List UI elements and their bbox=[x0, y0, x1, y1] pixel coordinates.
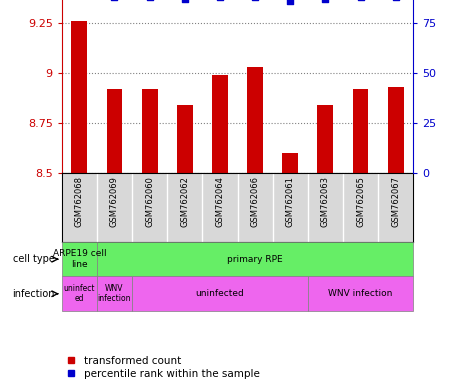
Point bbox=[322, 0, 329, 2]
Text: GSM762063: GSM762063 bbox=[321, 176, 330, 227]
Bar bbox=[212, 75, 228, 173]
Text: GSM762064: GSM762064 bbox=[216, 176, 224, 227]
Text: GSM762066: GSM762066 bbox=[251, 176, 259, 227]
Text: infection: infection bbox=[12, 289, 55, 299]
Bar bbox=[62, 242, 97, 276]
Bar bbox=[62, 276, 97, 311]
Bar bbox=[282, 153, 298, 173]
Text: uninfect
ed: uninfect ed bbox=[64, 284, 95, 303]
Text: GSM762061: GSM762061 bbox=[286, 176, 294, 227]
Point bbox=[181, 0, 189, 2]
Bar bbox=[106, 89, 123, 173]
Text: GSM762062: GSM762062 bbox=[180, 176, 189, 227]
Bar bbox=[317, 105, 333, 173]
Text: uninfected: uninfected bbox=[196, 289, 244, 298]
Bar bbox=[177, 105, 193, 173]
Bar bbox=[308, 276, 413, 311]
Text: GSM762060: GSM762060 bbox=[145, 176, 154, 227]
Bar bbox=[352, 89, 369, 173]
Bar bbox=[97, 276, 132, 311]
Text: primary RPE: primary RPE bbox=[227, 255, 283, 264]
Bar bbox=[247, 67, 263, 173]
Bar bbox=[132, 276, 308, 311]
Text: GSM762067: GSM762067 bbox=[391, 176, 400, 227]
Point bbox=[286, 0, 294, 4]
Bar bbox=[388, 87, 404, 173]
Bar bbox=[71, 21, 87, 173]
Text: WNV infection: WNV infection bbox=[328, 289, 393, 298]
Bar bbox=[142, 89, 158, 173]
Text: GSM762068: GSM762068 bbox=[75, 176, 84, 227]
Text: cell type: cell type bbox=[13, 254, 55, 264]
Legend: transformed count, percentile rank within the sample: transformed count, percentile rank withi… bbox=[67, 356, 259, 379]
Text: GSM762065: GSM762065 bbox=[356, 176, 365, 227]
Text: ARPE19 cell
line: ARPE19 cell line bbox=[53, 250, 106, 269]
Text: WNV
infection: WNV infection bbox=[98, 284, 131, 303]
Text: GSM762069: GSM762069 bbox=[110, 176, 119, 227]
